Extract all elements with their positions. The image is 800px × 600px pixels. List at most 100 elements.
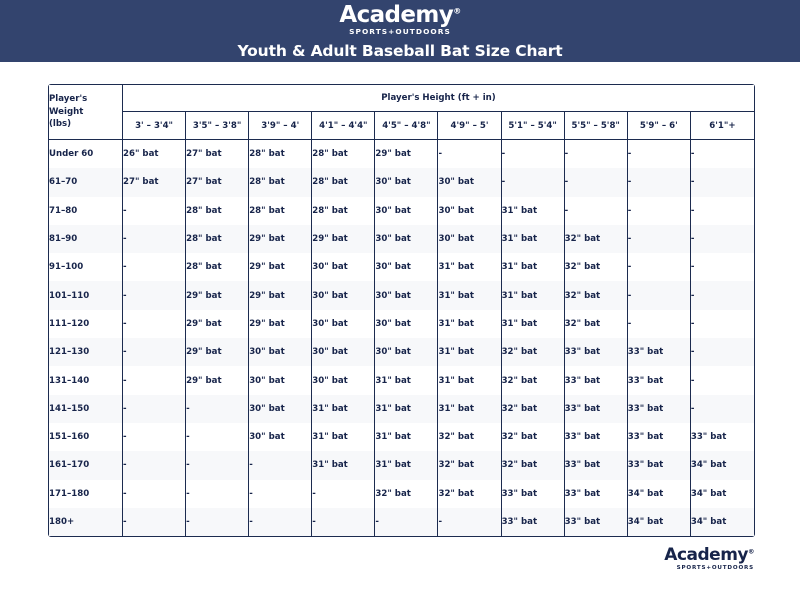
bat-size-cell: 33" bat [564, 338, 628, 367]
bat-size-cell: 30" bat [312, 281, 376, 310]
registered-trademark-icon: ® [453, 6, 461, 16]
bat-size-cell: 31" bat [438, 253, 502, 282]
table-row: 81–90-28" bat 29" bat 29" bat 30" bat 30" ba… [49, 224, 754, 254]
page-title: Youth & Adult Baseball Bat Size Chart [237, 42, 563, 61]
bat-size-cell: 31" bat [501, 309, 565, 339]
bat-size-cell: 28" bat [249, 168, 313, 197]
table-row: 111–120-29" bat 29" bat 30" bat 30" bat 31" … [49, 309, 754, 339]
academy-logo-header: Academy® SPORTS+OUTDOORS [339, 1, 461, 36]
bat-size-cell: - [627, 140, 691, 169]
bat-size-cell: 31" bat [312, 394, 376, 423]
bat-size-cell: 30" bat [375, 281, 439, 310]
bat-size-cell: 29" bat [249, 253, 313, 282]
bat-size-cell: - [249, 507, 313, 537]
bat-size-cell: - [690, 394, 754, 423]
weight-range-cell: 141–150 [49, 394, 123, 423]
bat-size-cell: 29" bat [186, 338, 250, 367]
bat-size-cell: - [690, 224, 754, 254]
bat-size-cell: 30" bat [375, 224, 439, 254]
bat-size-cell: 32" bat [564, 309, 628, 339]
bat-size-cell: 32" bat [564, 253, 628, 282]
weight-range-cell: 111–120 [49, 309, 123, 339]
bat-size-cell: - [690, 140, 754, 169]
bat-size-cell: - [627, 224, 691, 254]
footer-brand-tagline: SPORTS+OUTDOORS [676, 564, 754, 571]
weight-header-line-3: (lbs) [49, 119, 72, 130]
bat-size-cell: 29" bat [186, 281, 250, 310]
bat-size-cell: 27" bat [123, 168, 187, 197]
bat-size-cell: 30" bat [249, 338, 313, 367]
height-column-header: 3'5" – 3'8" [186, 112, 250, 140]
bat-size-cell: - [438, 140, 502, 169]
bat-size-cell: 33" bat [564, 366, 628, 395]
bat-size-cell: 33" bat [564, 479, 628, 508]
bat-size-cell: 32" bat [501, 338, 565, 367]
bat-size-cell: - [501, 140, 565, 169]
bat-size-cell: 28" bat [249, 196, 313, 225]
bat-size-cell: 33" bat [501, 507, 565, 537]
bat-size-cell: 33" bat [501, 479, 565, 508]
bat-size-cell: 31" bat [375, 394, 439, 423]
weight-range-cell: 91–100 [49, 253, 123, 282]
table-row: 121–130-29" bat 30" bat 30" bat 30" bat 31" … [49, 338, 754, 367]
weight-range-cell: 180+ [49, 507, 123, 537]
bat-size-cell: 31" bat [501, 253, 565, 282]
bat-size-cell: - [186, 507, 250, 537]
weight-header-line-2: Weight [49, 106, 84, 117]
bat-size-cell: 28" bat [186, 224, 250, 254]
bat-size-cell: 30" bat [312, 253, 376, 282]
bat-size-cell: - [564, 196, 628, 225]
bat-size-cell: 31" bat [438, 338, 502, 367]
bat-size-cell: 33" bat [690, 422, 754, 452]
bat-size-cell: 30" bat [438, 196, 502, 225]
brand-wordmark-text: Academy [339, 1, 454, 28]
bat-size-cell: 28" bat [186, 196, 250, 225]
table-row: 71–80-28" bat 28" bat 28" bat 30" bat 30" ba… [49, 196, 754, 225]
bat-size-cell: 30" bat [375, 168, 439, 197]
bat-size-cell: - [690, 253, 754, 282]
bat-size-cell: 31" bat [438, 309, 502, 339]
bat-size-cell: - [123, 479, 187, 508]
table-row: 61–70 27" bat 27" bat 28" bat 28" bat 30" bat… [49, 168, 754, 197]
bat-size-cell: 27" bat [186, 140, 250, 169]
bat-size-cell: 29" bat [249, 281, 313, 310]
bat-size-cell: 32" bat [501, 451, 565, 480]
bat-size-cell: - [690, 338, 754, 367]
bat-size-cell: - [375, 507, 439, 537]
bat-size-cell: - [249, 451, 313, 480]
bat-size-cell: 34" bat [627, 507, 691, 537]
bat-size-cell: 31" bat [375, 451, 439, 480]
bat-size-cell: 30" bat [438, 168, 502, 197]
brand-wordmark: Academy® [339, 1, 461, 28]
bat-size-cell: - [627, 281, 691, 310]
bat-size-cell: 31" bat [312, 422, 376, 452]
bat-size-cell: 28" bat [312, 196, 376, 225]
bat-size-cell: 31" bat [375, 422, 439, 452]
bat-size-cell: - [123, 366, 187, 395]
bat-size-cell: 32" bat [564, 224, 628, 254]
bat-size-cell: 32" bat [375, 479, 439, 508]
page-header-band: Academy® SPORTS+OUTDOORS Youth & Adult B… [0, 0, 800, 62]
height-column-header: 4'1" – 4'4" [312, 112, 376, 140]
bat-size-cell: 29" bat [249, 224, 313, 254]
bat-size-cell: - [312, 479, 376, 508]
bat-size-cell: 29" bat [312, 224, 376, 254]
height-group-header: Player's Height (ft + in) [123, 85, 754, 112]
table-header-columns-row: 3' – 3'4" 3'5" – 3'8" 3'9" – 4' 4'1" – 4'4"… [49, 112, 754, 140]
bat-size-cell: - [123, 451, 187, 480]
bat-size-cell: - [186, 394, 250, 423]
footer-registered-trademark-icon: ® [748, 547, 755, 556]
bat-size-cell: - [627, 196, 691, 225]
weight-range-cell: 61–70 [49, 168, 123, 197]
table-row: 180+ - - - - - -33" bat 33" bat 34" bat 34" bat [49, 507, 754, 537]
bat-size-cell: - [123, 224, 187, 254]
bat-size-cell: - [123, 422, 187, 452]
bat-size-cell: 31" bat [438, 394, 502, 423]
brand-tagline: SPORTS+OUTDOORS [349, 26, 451, 36]
bat-size-cell: 29" bat [186, 366, 250, 395]
height-column-header: 6'1"+ [690, 112, 754, 140]
bat-size-cell: 34" bat [690, 451, 754, 480]
bat-size-cell: 31" bat [501, 281, 565, 310]
bat-size-cell: - [627, 309, 691, 339]
bat-size-cell: - [627, 168, 691, 197]
